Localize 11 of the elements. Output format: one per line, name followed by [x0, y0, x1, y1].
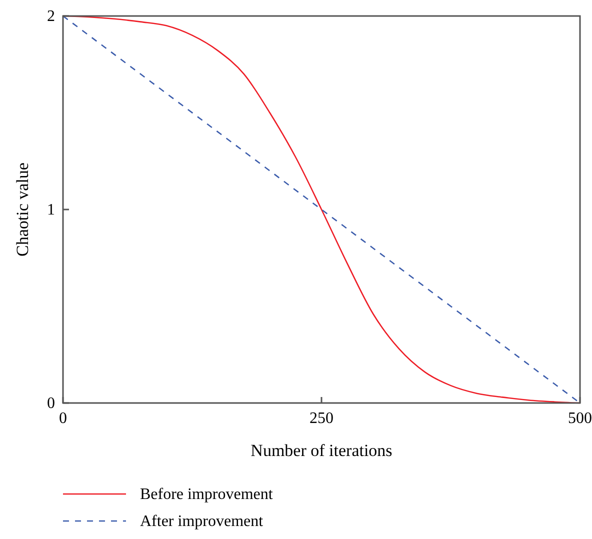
x-axis-title: Number of iterations [250, 441, 392, 460]
y-tick-label: 0 [47, 395, 55, 412]
y-tick-label: 2 [47, 8, 55, 25]
y-axis-title: Chaotic value [13, 162, 32, 256]
legend-label: After improvement [140, 513, 264, 530]
x-tick-label: 250 [310, 410, 334, 427]
line-series [62, 15, 581, 404]
x-tick-label: 500 [568, 410, 592, 427]
y-tick-label: 1 [47, 202, 55, 218]
legend-label: Before improvement [140, 486, 274, 503]
x-tick-label: 0 [59, 410, 67, 427]
